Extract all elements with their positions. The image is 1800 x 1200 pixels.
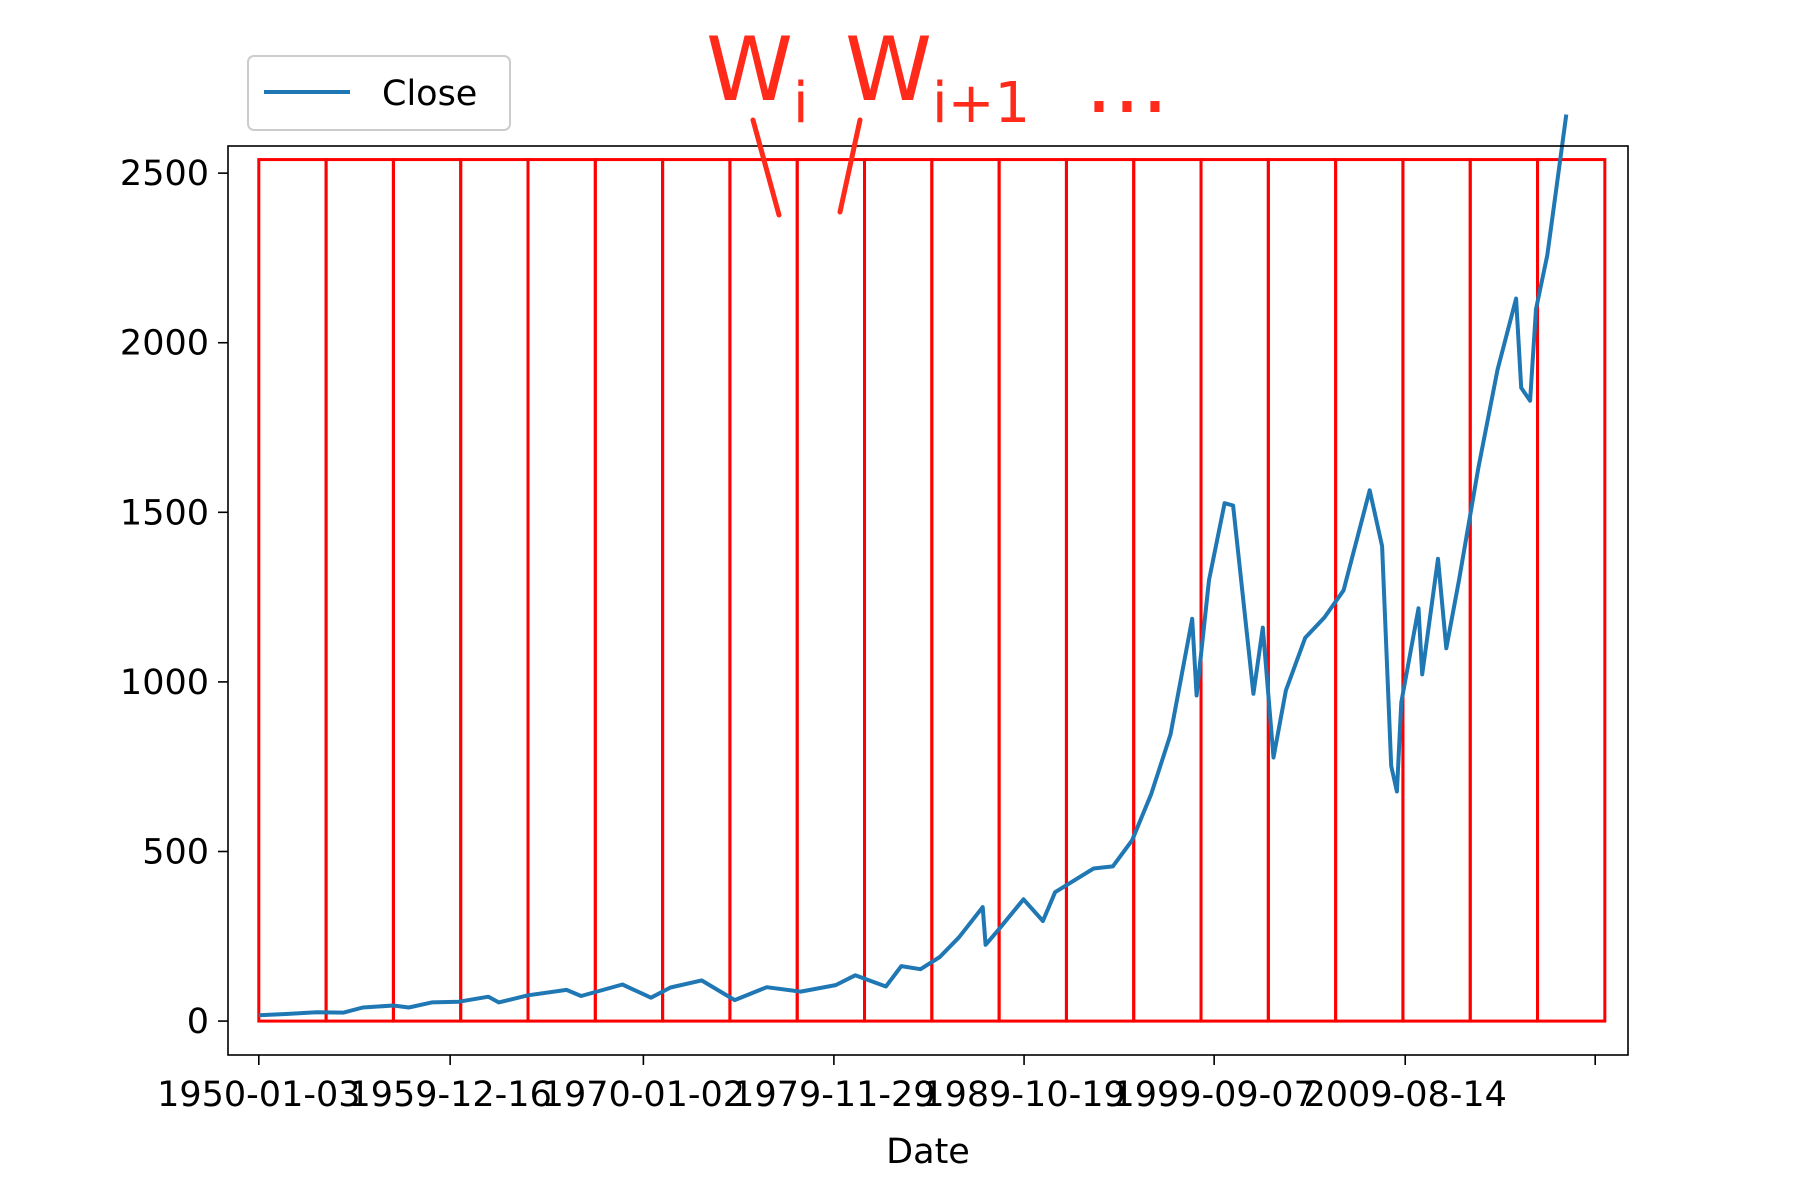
- x-tick-label: 1959-12-16: [348, 1075, 551, 1115]
- y-axis: 0 500 1000 1500 2000 2500: [120, 154, 228, 1042]
- legend-box: [247, 55, 511, 131]
- x-tick-label: 1989-10-19: [922, 1075, 1125, 1115]
- legend-label-close: Close: [382, 74, 477, 114]
- x-tick-label: 2009-08-14: [1304, 1075, 1507, 1115]
- y-tick-label: 500: [142, 832, 209, 872]
- window-annotations: Wi Wi+1 ...: [706, 18, 1169, 218]
- y-tick-label: 0: [187, 1002, 209, 1042]
- axes-frame: [227, 145, 1629, 1056]
- x-tick-label: 1950-01-03: [157, 1075, 360, 1115]
- annotation-ellipsis: ...: [1085, 30, 1169, 133]
- x-tick-label: 1979-11-29: [732, 1075, 935, 1115]
- annotation-w-i-plus-1: Wi+1: [845, 18, 1030, 136]
- x-tick-label: 1999-09-07: [1112, 1075, 1315, 1115]
- y-tick-label: 1500: [120, 493, 209, 533]
- plot-area: [228, 146, 1628, 1055]
- x-axis: 1950-01-031959-12-161970-01-021979-11-29…: [157, 1055, 1596, 1115]
- y-tick-label: 2000: [120, 324, 209, 364]
- window-box: [1536, 158, 1607, 1023]
- x-axis-title: Date: [886, 1132, 970, 1172]
- annotation-pointer-w-i-plus-1: [837, 117, 863, 215]
- legend: Close: [247, 55, 511, 131]
- y-tick-label: 2500: [120, 154, 209, 194]
- x-tick-label: 1970-01-02: [542, 1075, 745, 1115]
- annotation-w-i: Wi: [706, 18, 809, 136]
- series-line-close: [258, 114, 1569, 1018]
- window-boxes: [257, 158, 1607, 1023]
- y-tick-label: 1000: [120, 663, 209, 703]
- annotation-pointer-w-i: [750, 117, 782, 218]
